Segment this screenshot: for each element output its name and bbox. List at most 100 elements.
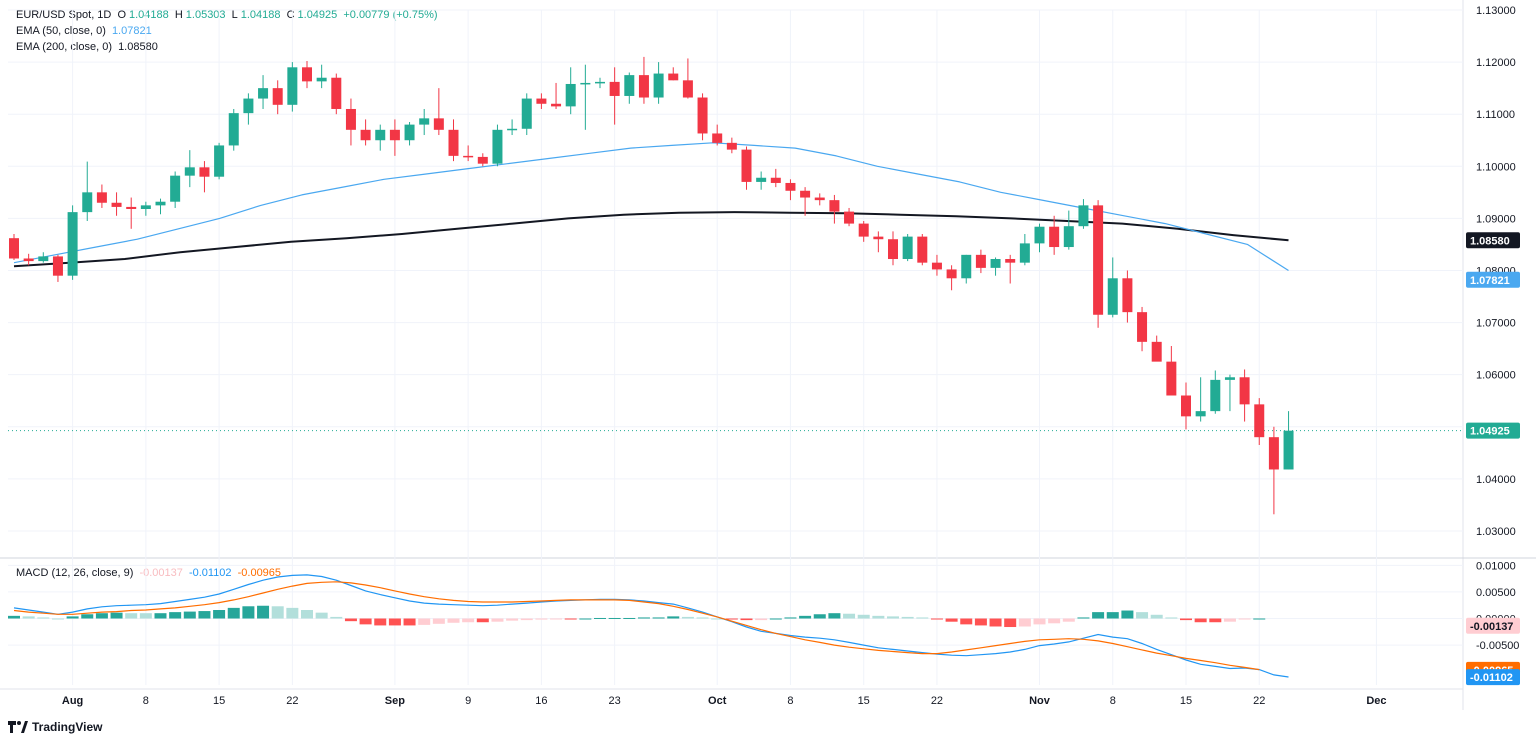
price-tick-label: 1.04000 [1476,474,1516,486]
candle-down [1166,361,1177,396]
candle-up [170,175,181,202]
candle-down [9,238,19,259]
symbol-label: EUR/USD Spot, 1D [16,9,112,21]
macd-hist-badge-bg [1466,617,1520,634]
candle-down [272,88,283,105]
candle-up [258,88,269,99]
macd-histogram-bar [227,607,240,619]
ema50-badge-bg [1466,271,1520,288]
macd-histogram-bar [887,616,899,619]
macd-histogram-bar [213,610,226,619]
macd-histogram-bar [37,617,50,619]
candle-up [507,128,518,131]
candle-down [1254,404,1265,438]
macd-histogram-bar [374,618,387,626]
macd-histogram-bar [330,616,343,619]
candle-down [1151,341,1162,362]
macd-histogram-bar [476,618,489,623]
time-tick-label: 9 [465,695,471,707]
candle-down [814,197,825,201]
price-tick-label: 1.07000 [1476,318,1516,330]
time-tick-label: 8 [143,695,149,707]
macd-histogram-bar [843,613,856,619]
tradingview-logo-icon [8,721,28,733]
candle-down [331,77,342,109]
time-tick-label: Oct [708,695,727,707]
time-tick-label: Dec [1366,695,1386,707]
candle-up [1210,379,1221,412]
macd-signal-value: -0.00965 [237,567,282,579]
open-label: O [117,9,126,21]
candle-down [697,97,708,134]
candle-up [228,113,239,146]
ema200-label: EMA (200, close, 0) [16,41,112,53]
macd-histogram-bar [813,614,826,619]
macd-line-badge-bg [1466,669,1520,686]
price-tick-label: 1.09000 [1476,213,1516,225]
macd-histogram-bar [257,605,270,619]
candle-down [800,190,811,198]
time-tick-label: Aug [62,695,83,707]
macd-histogram-bar [535,618,548,620]
time-tick-label: 15 [213,695,225,707]
macd-histogram-bar [1121,610,1134,619]
candle-down [463,155,474,158]
time-tick-label: 22 [286,695,298,707]
macd-histogram-bar [491,618,504,622]
time-tick-label: 15 [858,695,870,707]
macd-histogram-bar [418,618,431,625]
high-label: H [174,9,183,21]
macd-histogram-bar [1253,618,1266,620]
macd-tick-label: 0.01000 [1476,560,1516,572]
candle-up [214,145,225,177]
candle-down [741,149,752,182]
price-tick-label: 1.13000 [1476,5,1516,17]
macd-histogram-bar [579,618,592,620]
candle-up [1224,377,1235,380]
candle-down [360,129,371,141]
macd-histogram-bar [1165,617,1178,619]
tradingview-logo[interactable]: TradingView [8,720,102,734]
macd-histogram-bar [183,611,196,619]
macd-histogram-bar [1150,614,1163,619]
macd-histogram-bar [1092,612,1105,619]
macd-histogram-bar [1106,612,1119,619]
macd-histogram-bar [799,615,812,619]
close-value: 1.04925 [297,9,338,21]
macd-line-value: -0.01102 [188,567,232,579]
candle-up [595,81,605,84]
macd-histogram-bar [755,618,768,621]
macd-line [13,574,1289,678]
macd-histogram-bar [169,612,182,619]
ema50-badge: 1.07821 [1470,275,1510,287]
macd-histogram-bar [1180,618,1192,621]
close-label: C [286,9,295,21]
macd-histogram-bar [1209,618,1222,623]
macd-histogram-bar [681,616,694,619]
candle-up [961,254,972,279]
candle-down [931,262,942,270]
macd-hist-value: -0.00137 [139,567,183,579]
time-tick-label: 22 [931,695,943,707]
candle-up [653,73,664,98]
candle-up [82,192,93,213]
candle-up [38,256,49,262]
macd-histogram-bar [769,618,782,620]
macd-histogram-bar [828,613,841,619]
candle-down [551,103,562,107]
candle-down [1268,437,1279,470]
macd-histogram-bar [1194,618,1207,623]
time-tick-label: Nov [1029,695,1051,707]
ema50-line [13,142,1289,272]
candlesticks [9,56,1294,515]
macd-histogram-bar [740,618,753,621]
macd-histogram-bar [403,618,416,626]
macd-histogram-bar [81,614,94,619]
candle-down [1239,377,1250,405]
price-tick-label: 1.11000 [1476,109,1515,121]
candle-down [712,133,723,143]
candle-up [521,98,532,129]
candle-up [140,205,151,210]
candle-down [946,269,957,279]
